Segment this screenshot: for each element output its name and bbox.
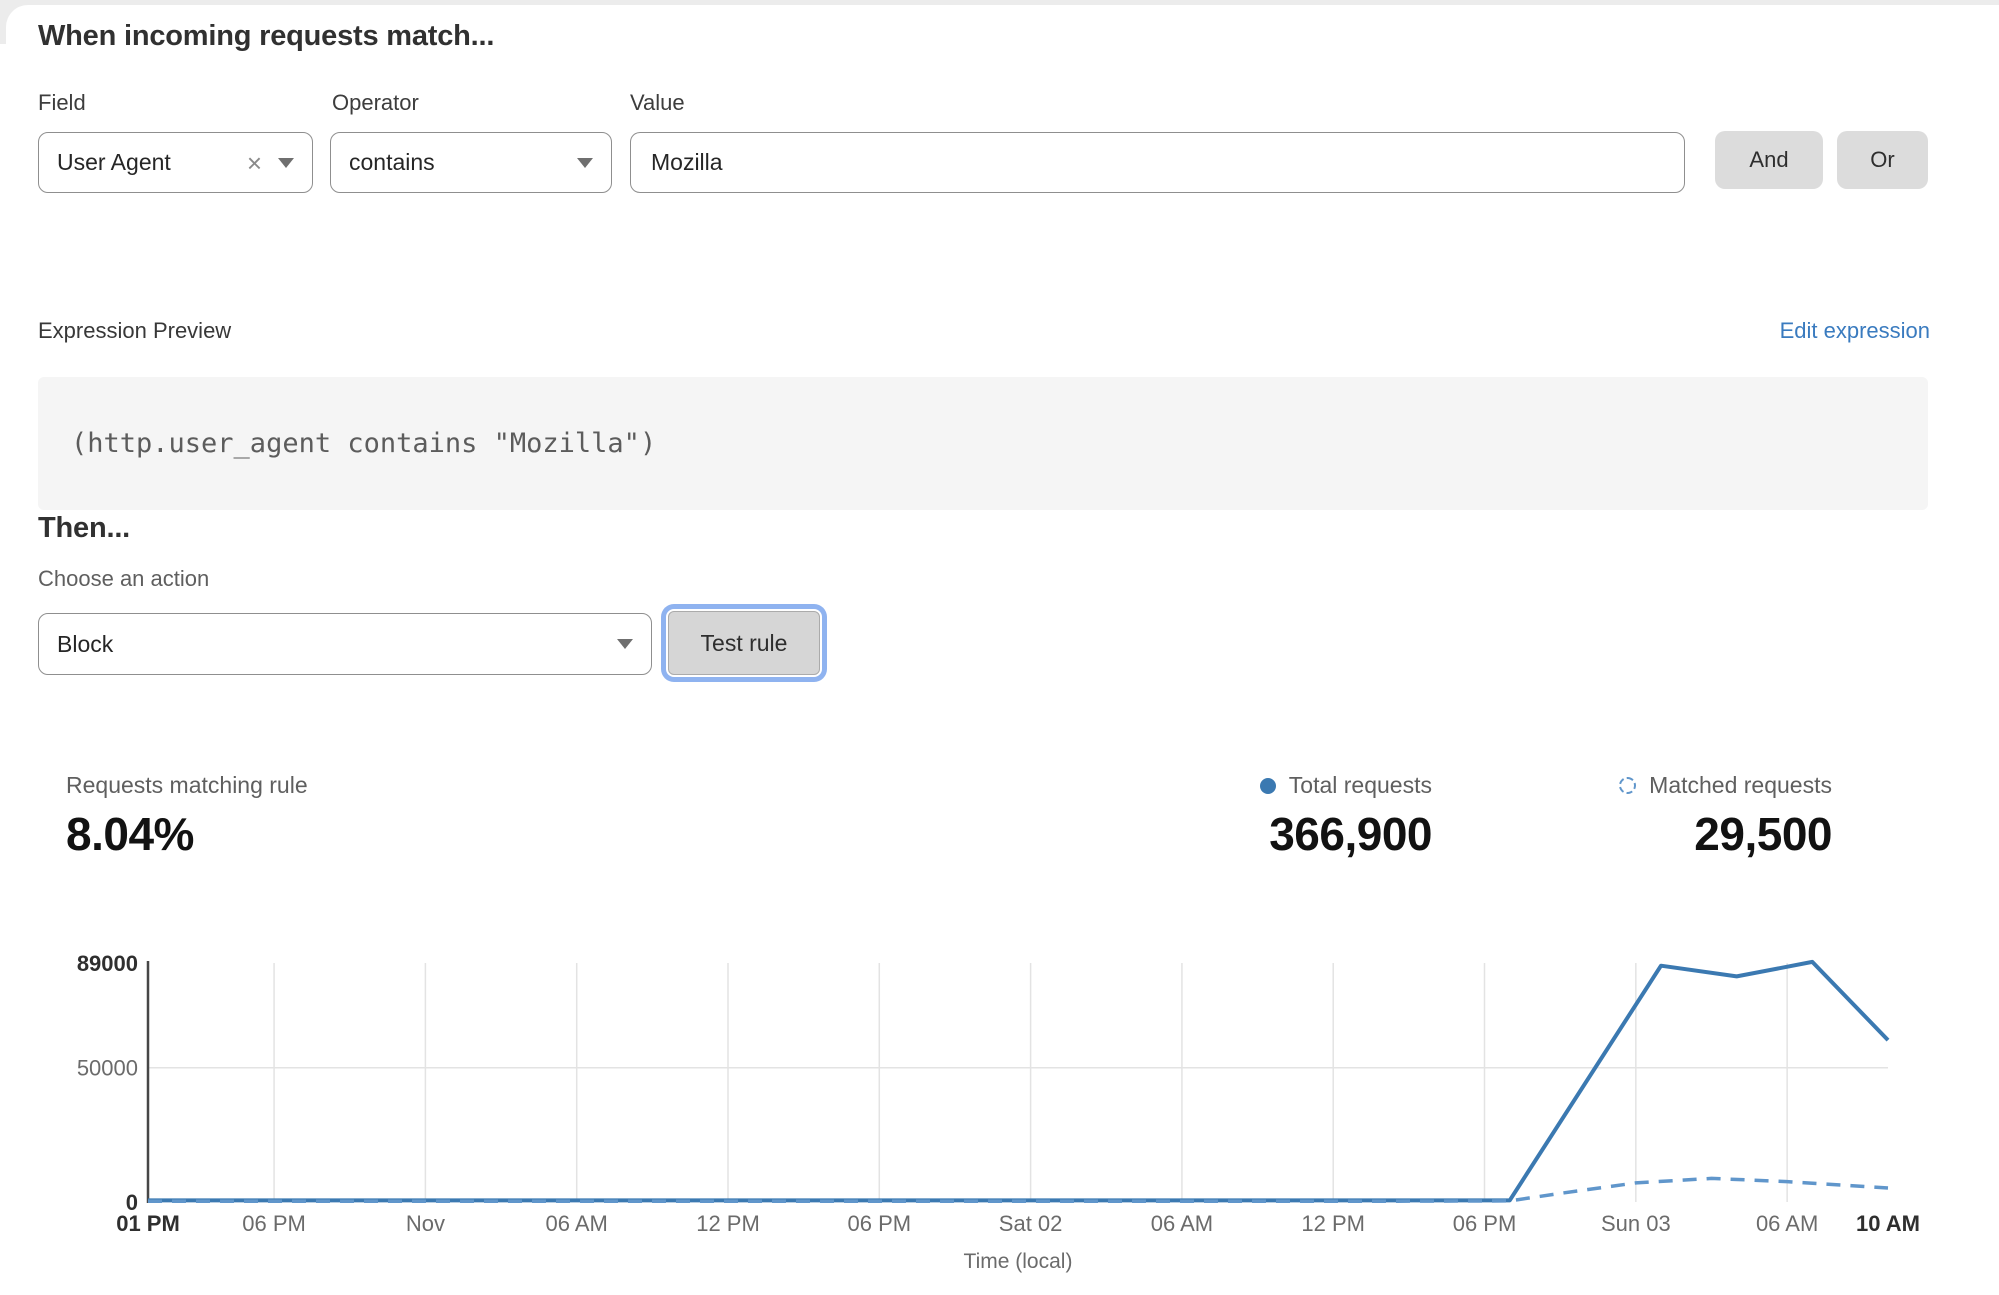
total-requests-stat: Total requests 366,900 xyxy=(1259,772,1433,861)
chart-x-tick-label: 12 PM xyxy=(696,1211,760,1236)
total-requests-value: 366,900 xyxy=(1269,808,1432,860)
clear-field-icon[interactable]: × xyxy=(246,147,262,178)
requests-chart: 0 50000 89000 01 PM 06 PM Nov 06 AM 12 PM 06 PM S… xyxy=(77,951,1920,1273)
edit-expression-link[interactable]: Edit expression xyxy=(1779,318,1930,343)
test-rule-button[interactable]: Test rule xyxy=(668,611,820,675)
total-requests-legend: Total requests xyxy=(1259,772,1432,799)
chart-x-tick-label: Sat 02 xyxy=(999,1211,1063,1236)
operator-select[interactable]: contains xyxy=(330,132,612,193)
chart-x-tick-label: 06 PM xyxy=(242,1211,306,1236)
requests-matching-value: 8.04% xyxy=(66,808,194,860)
chevron-down-icon xyxy=(577,157,593,168)
chart-x-tick-label: 06 AM xyxy=(1756,1211,1818,1236)
solid-dot-legend-icon xyxy=(1259,777,1276,794)
value-label: Value xyxy=(630,90,685,115)
chart-x-tick-label: 01 PM xyxy=(116,1211,180,1236)
action-select[interactable]: Block xyxy=(38,613,652,675)
requests-matching-stat: Requests matching rule 8.04% xyxy=(66,772,308,861)
chart-x-tick-label: Nov xyxy=(406,1211,445,1236)
chart-x-axis-title: Time (local) xyxy=(964,1250,1073,1273)
top-edge-strip xyxy=(0,0,1999,5)
chart-x-tick-label: 12 PM xyxy=(1301,1211,1365,1236)
value-input[interactable] xyxy=(630,132,1685,193)
total-requests-label: Total requests xyxy=(1288,772,1432,798)
expression-preview-label: Expression Preview xyxy=(38,318,232,343)
chart-x-tick-label: 10 AM xyxy=(1856,1211,1920,1236)
operator-label: Operator xyxy=(332,90,419,115)
match-section-heading: When incoming requests match... xyxy=(38,20,495,52)
matched-requests-legend: Matched requests xyxy=(1619,772,1832,799)
chevron-down-icon xyxy=(278,157,294,168)
field-label: Field xyxy=(38,90,86,115)
total-requests-line xyxy=(148,959,1890,1203)
card-rounded-corner xyxy=(6,5,86,85)
chart-y-tick-label: 50000 xyxy=(77,1056,138,1081)
requests-matching-label: Requests matching rule xyxy=(66,772,308,798)
then-section-heading: Then... xyxy=(38,512,131,544)
chart-x-tick-label: 06 PM xyxy=(848,1211,912,1236)
action-select-value: Block xyxy=(57,630,114,657)
field-select[interactable]: User Agent × xyxy=(38,132,313,193)
field-select-value: User Agent xyxy=(57,149,171,175)
matched-requests-label: Matched requests xyxy=(1649,772,1832,798)
chevron-down-icon xyxy=(617,639,633,649)
chart-x-tick-label: 06 PM xyxy=(1453,1211,1517,1236)
chart-x-tick-label: 06 AM xyxy=(546,1211,608,1236)
expression-code-box: (http.user_agent contains "Mozilla") xyxy=(38,377,1928,510)
matched-requests-line xyxy=(148,1176,1889,1204)
operator-select-value: contains xyxy=(349,149,435,175)
or-button[interactable]: Or xyxy=(1837,131,1928,189)
chart-y-tick-label: 0 xyxy=(126,1190,138,1215)
expression-code: (http.user_agent contains "Mozilla") xyxy=(71,428,657,459)
dashed-circle-legend-icon xyxy=(1619,777,1637,794)
matched-requests-stat: Matched requests 29,500 xyxy=(1619,772,1832,861)
chart-x-tick-label: Sun 03 xyxy=(1601,1211,1671,1236)
chart-x-tick-label: 06 AM xyxy=(1151,1211,1213,1236)
matched-requests-value: 29,500 xyxy=(1694,808,1832,860)
choose-action-label: Choose an action xyxy=(38,566,210,591)
and-button[interactable]: And xyxy=(1715,131,1823,189)
chart-y-tick-label: 89000 xyxy=(77,951,138,976)
